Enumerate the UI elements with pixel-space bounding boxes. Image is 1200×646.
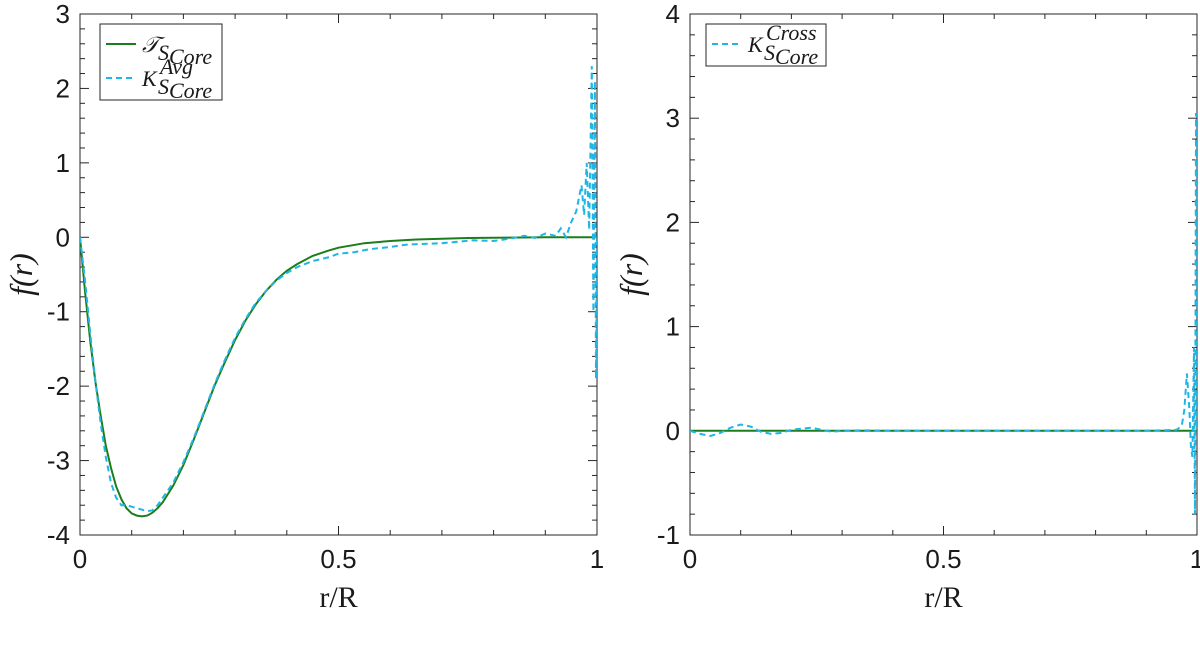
legend-label-subsub: Core	[169, 78, 212, 103]
legend-label-sub: S	[764, 40, 775, 65]
legend-label-sup: Avg	[158, 54, 193, 79]
x-tick-label: 0.5	[925, 544, 961, 574]
x-axis-label: r/R	[319, 581, 357, 614]
series-line-2	[80, 66, 597, 513]
y-tick-label: -1	[657, 520, 680, 550]
y-tick-label: 3	[666, 103, 680, 133]
y-tick-label: 4	[666, 0, 680, 29]
y-tick-label: -3	[47, 446, 70, 476]
y-tick-label: 3	[56, 0, 70, 29]
y-tick-label: 1	[56, 148, 70, 178]
y-tick-label: 2	[56, 73, 70, 103]
plot-frame	[689, 13, 1198, 536]
legend-label-subsub: Core	[169, 44, 212, 69]
series-line-2	[690, 112, 1197, 515]
y-tick-label: -2	[47, 371, 70, 401]
legend-label-subsub: Core	[775, 44, 818, 69]
x-tick-label: 0	[683, 544, 697, 574]
x-tick-label: 1	[1190, 544, 1200, 574]
y-tick-label: 0	[56, 222, 70, 252]
x-tick-label: 0.5	[320, 544, 356, 574]
legend-label-sub: S	[158, 74, 169, 99]
y-tick-label: 1	[666, 312, 680, 342]
legend-label-sub: S	[158, 40, 169, 65]
legend-box	[99, 23, 223, 101]
x-tick-label: 0	[73, 544, 87, 574]
plot-frame	[79, 13, 598, 536]
x-tick-label: 1	[590, 544, 604, 574]
legend-label-sup: Cross	[766, 20, 817, 45]
y-axis-label: f(r)	[613, 253, 649, 296]
y-tick-label: 0	[666, 416, 680, 446]
y-axis-label: f(r)	[3, 253, 39, 296]
legend-label: K	[141, 66, 158, 91]
x-axis-label: r/R	[924, 581, 962, 614]
y-tick-label: 2	[666, 207, 680, 237]
legend-label: K	[747, 32, 764, 57]
y-tick-label: -1	[47, 297, 70, 327]
y-tick-label: -4	[47, 520, 70, 550]
